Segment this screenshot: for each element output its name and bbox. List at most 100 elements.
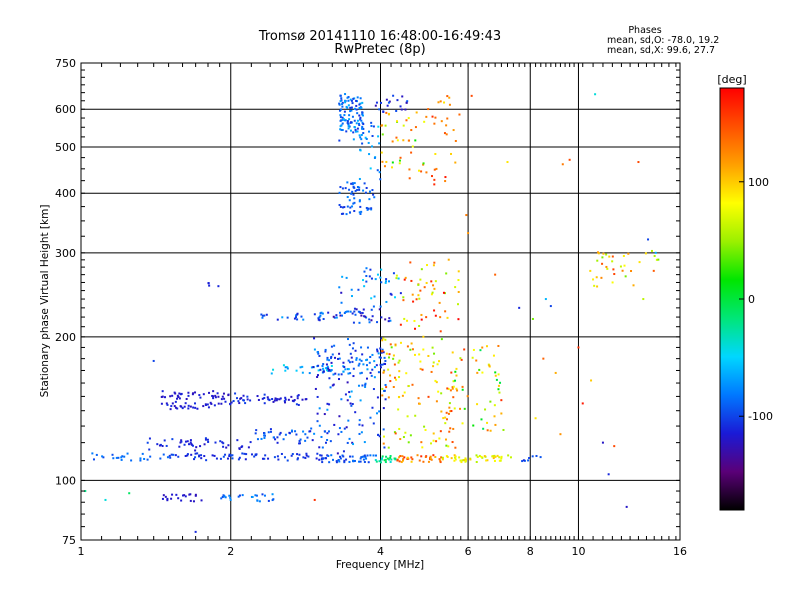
echo-point bbox=[415, 298, 418, 301]
echo-point bbox=[448, 402, 451, 405]
echo-point bbox=[362, 455, 365, 458]
echo-point bbox=[216, 392, 219, 395]
echo-point bbox=[343, 312, 346, 315]
echo-point bbox=[381, 455, 384, 458]
echo-point bbox=[362, 127, 365, 130]
echo-point bbox=[245, 453, 248, 456]
echo-point bbox=[171, 493, 174, 496]
echo-point bbox=[602, 252, 605, 255]
echo-point bbox=[284, 396, 287, 399]
echo-point bbox=[475, 454, 478, 457]
echo-point bbox=[461, 385, 464, 388]
echo-point bbox=[340, 398, 343, 401]
echo-point bbox=[607, 473, 610, 476]
echo-point bbox=[464, 458, 467, 461]
echo-point bbox=[338, 191, 341, 194]
echo-point bbox=[286, 366, 289, 369]
echo-point bbox=[523, 459, 526, 462]
echo-point bbox=[358, 310, 361, 313]
echo-point bbox=[321, 364, 324, 367]
echo-point bbox=[427, 108, 430, 111]
echo-point bbox=[227, 394, 230, 397]
echo-point bbox=[642, 298, 645, 301]
echo-point bbox=[222, 445, 225, 448]
echo-point bbox=[256, 395, 259, 398]
echo-point bbox=[313, 498, 316, 501]
echo-point bbox=[637, 161, 640, 164]
echo-point bbox=[220, 497, 223, 500]
echo-point bbox=[380, 461, 383, 464]
echo-point bbox=[590, 379, 593, 382]
echo-point bbox=[372, 454, 375, 457]
echo-point bbox=[215, 457, 218, 460]
echo-point bbox=[440, 120, 443, 123]
echo-point bbox=[392, 357, 395, 360]
echo-point bbox=[410, 129, 413, 132]
echo-point bbox=[401, 95, 404, 98]
echo-point bbox=[400, 108, 403, 111]
echo-point bbox=[291, 453, 294, 456]
echo-point bbox=[434, 456, 437, 458]
echo-point bbox=[204, 403, 207, 406]
echo-point bbox=[356, 112, 359, 115]
echo-point bbox=[425, 281, 428, 284]
echo-point bbox=[362, 363, 365, 366]
echo-point bbox=[384, 458, 387, 461]
echo-point bbox=[351, 190, 354, 193]
echo-point bbox=[365, 206, 368, 209]
y-axis-label: Stationary phase Virtual Height [km] bbox=[39, 205, 51, 398]
echo-point bbox=[160, 402, 163, 405]
echo-point bbox=[370, 297, 373, 300]
echo-point bbox=[461, 422, 464, 425]
echo-point bbox=[214, 394, 217, 397]
echo-point bbox=[365, 457, 368, 460]
echo-point bbox=[344, 101, 347, 104]
echo-point bbox=[335, 461, 338, 464]
echo-point bbox=[326, 408, 329, 411]
echo-point bbox=[539, 456, 542, 459]
echo-point bbox=[330, 361, 333, 364]
echo-point bbox=[373, 156, 376, 159]
echo-point bbox=[405, 372, 408, 375]
echo-point bbox=[386, 457, 389, 460]
echo-point bbox=[284, 401, 287, 404]
echo-point bbox=[183, 494, 186, 497]
echo-point bbox=[492, 457, 495, 460]
echo-point bbox=[430, 280, 433, 283]
echo-point bbox=[450, 152, 453, 155]
echo-point bbox=[334, 356, 337, 359]
echo-point bbox=[445, 272, 448, 275]
echo-point bbox=[241, 445, 244, 448]
echo-point bbox=[406, 457, 409, 460]
echo-point bbox=[400, 461, 403, 464]
echo-point bbox=[322, 457, 325, 460]
x-tick-label: 2 bbox=[227, 545, 234, 558]
echo-point bbox=[327, 454, 330, 457]
echo-point bbox=[358, 460, 361, 463]
echo-point bbox=[222, 442, 225, 445]
echo-point bbox=[482, 427, 485, 430]
echo-point bbox=[492, 354, 495, 357]
echo-point bbox=[354, 128, 357, 131]
echo-point bbox=[444, 180, 447, 183]
echo-point bbox=[358, 358, 361, 361]
echo-point bbox=[295, 403, 298, 406]
echo-point bbox=[404, 431, 407, 434]
echo-point bbox=[381, 394, 384, 397]
echo-point bbox=[436, 363, 439, 366]
echo-point bbox=[348, 125, 351, 128]
echo-point bbox=[412, 300, 415, 303]
echo-point bbox=[497, 384, 500, 387]
echo-point bbox=[542, 357, 545, 360]
echo-point bbox=[435, 400, 438, 403]
echo-point bbox=[204, 438, 207, 441]
echo-point bbox=[387, 113, 390, 116]
echo-point bbox=[355, 108, 358, 111]
echo-point bbox=[478, 368, 481, 371]
echo-point bbox=[370, 277, 373, 280]
echo-point bbox=[448, 103, 451, 106]
echo-point bbox=[471, 356, 474, 359]
echo-point bbox=[241, 494, 244, 497]
echo-point bbox=[189, 441, 192, 444]
echo-point bbox=[383, 165, 386, 168]
